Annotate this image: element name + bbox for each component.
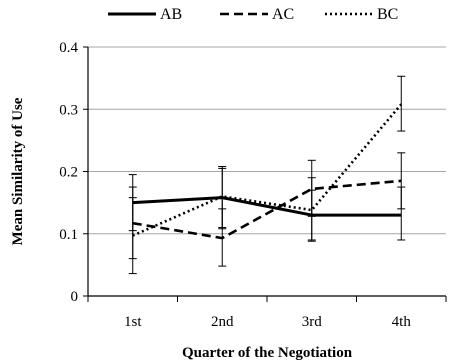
error-bars <box>128 75 406 275</box>
x-tick-labels: 1st 2nd 3rd 4th <box>124 314 411 330</box>
y-tick-label: 0.3 <box>59 102 78 118</box>
y-tick-label: 0.1 <box>59 227 78 243</box>
legend-label-bc: BC <box>377 6 398 23</box>
legend-label-ab: AB <box>160 6 182 23</box>
series-lines <box>132 103 403 240</box>
legend-label-ac: AC <box>272 6 294 23</box>
series-line-ab <box>132 196 402 217</box>
x-tick-label: 2nd <box>211 314 234 330</box>
y-tick-label: 0.2 <box>59 165 78 181</box>
axes <box>83 46 447 302</box>
gridlines <box>88 46 446 235</box>
y-tick-label: 0 <box>71 289 79 305</box>
y-tick-label: 0.4 <box>59 40 78 56</box>
legend: AB AC BC <box>108 6 398 23</box>
series-line-ac <box>132 179 402 240</box>
x-tick-label: 1st <box>124 314 142 330</box>
x-axis-title: Quarter of the Negotiation <box>182 345 353 361</box>
y-axis-title: Mean Similarity of Use <box>10 97 26 245</box>
y-tick-labels: 0 0.1 0.2 0.3 0.4 <box>59 40 78 305</box>
x-tick-label: 3rd <box>302 314 322 330</box>
x-tick-label: 4th <box>392 314 412 330</box>
